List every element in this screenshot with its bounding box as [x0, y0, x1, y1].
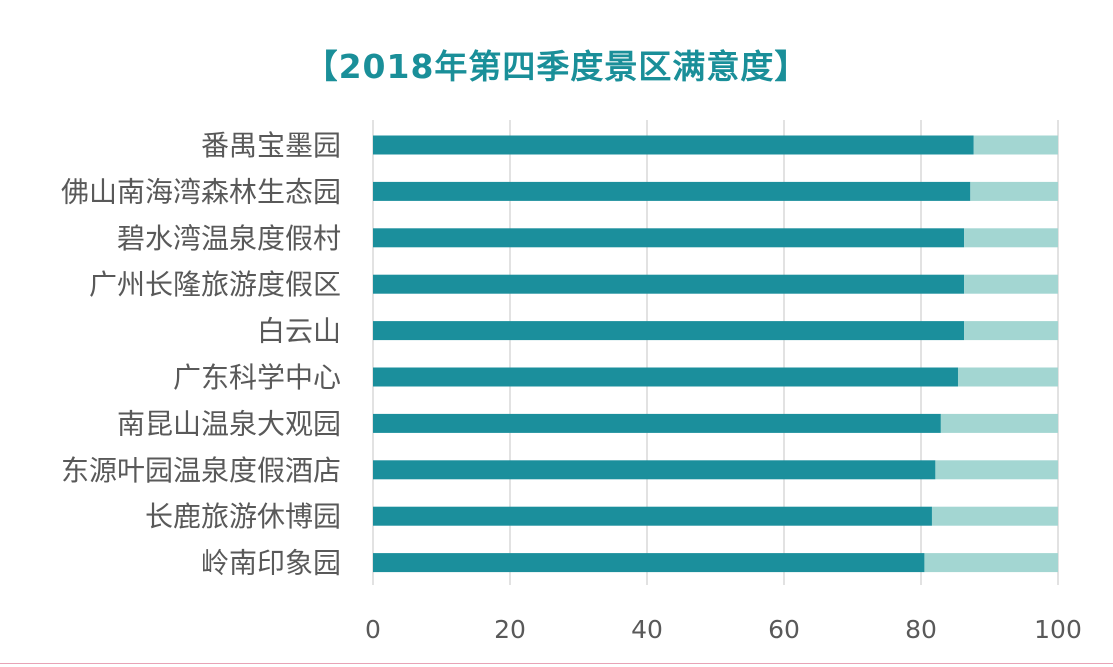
category-label: 广州长隆旅游度假区 — [89, 268, 341, 301]
category-label: 佛山南海湾森林生态园 — [61, 175, 341, 208]
bar-segment-score — [373, 181, 971, 201]
category-label: 岭南印象园 — [201, 547, 341, 580]
category-label: 碧水湾温泉度假村 — [117, 222, 341, 255]
x-tick-label: 60 — [768, 615, 800, 644]
bar-segment-score — [373, 553, 925, 573]
bar-segment-remainder — [940, 413, 1058, 433]
bar-segment-remainder — [970, 181, 1058, 201]
category-label: 广东科学中心 — [173, 361, 341, 394]
bars — [373, 135, 1058, 573]
x-tick-label: 80 — [905, 615, 937, 644]
category-label: 白云山 — [257, 315, 341, 348]
x-tick-label: 100 — [1034, 615, 1082, 644]
bar-segment-remainder — [957, 367, 1058, 387]
x-axis-tick-labels: 0 20 40 60 80 100 — [365, 615, 1082, 644]
category-labels: 番禺宝墨园佛山南海湾森林生态园碧水湾温泉度假村广州长隆旅游度假区白云山广东科学中… — [61, 129, 341, 580]
bar-segment-score — [373, 274, 965, 294]
bar-segment-remainder — [924, 553, 1058, 573]
bar-segment-score — [373, 367, 958, 387]
bar-segment-remainder — [935, 460, 1058, 480]
category-label: 东源叶园温泉度假酒店 — [61, 454, 341, 487]
x-tick-label: 40 — [631, 615, 663, 644]
category-label: 番禺宝墨园 — [201, 129, 341, 162]
bar-segment-score — [373, 135, 974, 155]
bar-segment-score — [373, 321, 965, 341]
bottom-divider — [0, 663, 1113, 664]
bar-segment-score — [373, 413, 941, 433]
bar-segment-score — [373, 506, 932, 526]
bar-segment-score — [373, 228, 965, 248]
bar-segment-remainder — [964, 274, 1058, 294]
chart-title: 【2018年第四季度景区满意度】 — [304, 47, 809, 86]
bar-segment-remainder — [964, 228, 1058, 248]
category-label: 南昆山温泉大观园 — [117, 407, 341, 440]
x-tick-label: 0 — [365, 615, 381, 644]
bar-segment-score — [373, 460, 936, 480]
bar-segment-remainder — [931, 506, 1058, 526]
category-label: 长鹿旅游休博园 — [145, 500, 341, 533]
bar-segment-remainder — [964, 321, 1058, 341]
x-tick-label: 20 — [494, 615, 526, 644]
bar-segment-remainder — [973, 135, 1058, 155]
